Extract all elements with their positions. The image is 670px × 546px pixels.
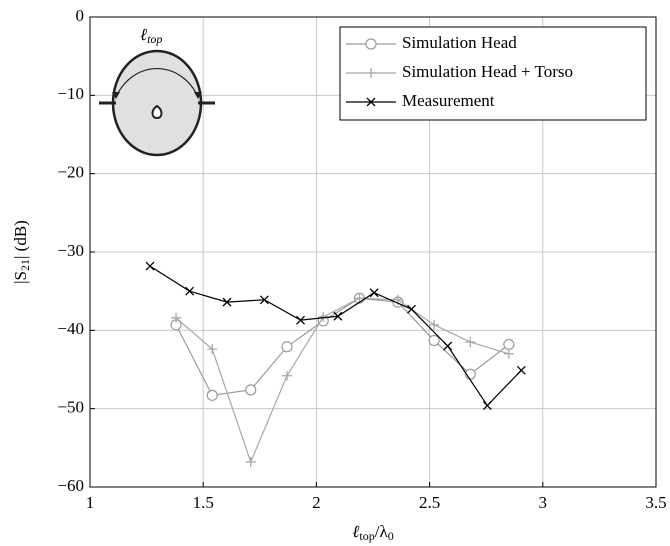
label-part: ℓ [352,522,359,541]
marker [171,312,182,323]
x-tick-label: 2.5 [419,493,440,512]
y-tick-label: −50 [57,398,84,417]
marker [245,456,256,467]
marker [245,384,257,396]
y-tick-label: −20 [57,163,84,182]
marker [369,288,379,298]
marker [465,337,476,348]
marker [516,365,526,375]
marker [296,315,306,325]
label-part: top [359,529,374,543]
marker [365,38,377,50]
marker [185,286,195,296]
x-tick-label: 2 [312,493,321,512]
legend-label: Simulation Head [402,33,517,52]
plot-frame [89,16,657,488]
label-part: 21 [18,259,32,271]
legend-label: Measurement [402,91,495,110]
series-line [175,297,510,397]
marker [333,311,343,321]
y-tick-label: −60 [57,476,84,495]
inset-diagram: ℓtop [99,25,215,157]
x-tick-label: 3.5 [645,493,666,512]
marker [259,295,269,305]
marker [207,344,218,355]
marker [281,341,293,353]
marker [145,261,155,271]
marker [366,68,376,78]
legend-label: Simulation Head + Torso [402,62,573,81]
y-tick-label: −10 [57,84,84,103]
marker [428,334,440,347]
marker [443,341,453,351]
marker [366,97,376,107]
marker [407,304,416,314]
marker [222,297,232,307]
marker [354,293,365,304]
label-part: |S [11,271,30,284]
y-tick-label: −30 [57,241,84,260]
x-tick-label: 3 [539,493,548,512]
label-part: 0 [388,529,394,543]
legend: Simulation Head Simulation Head + Torso Me… [339,26,647,121]
series-line [175,297,510,464]
marker [206,389,218,401]
series-line [149,265,522,407]
marker [503,348,514,359]
marker [482,401,492,410]
y-tick-label: −40 [57,319,84,338]
y-tick-label: 0 [76,6,85,25]
label-part: /λ [375,522,389,541]
marker [429,319,440,330]
x-tick-label: 1 [86,493,95,512]
y-label: |S21| (dB) [11,220,32,284]
x-label: ℓtop/λ0 [352,522,393,543]
inset-label: ℓtop [140,25,162,46]
x-tick-label: 1.5 [193,493,214,512]
marker [281,370,292,381]
label-part: | (dB) [11,220,30,259]
marker [503,338,515,351]
